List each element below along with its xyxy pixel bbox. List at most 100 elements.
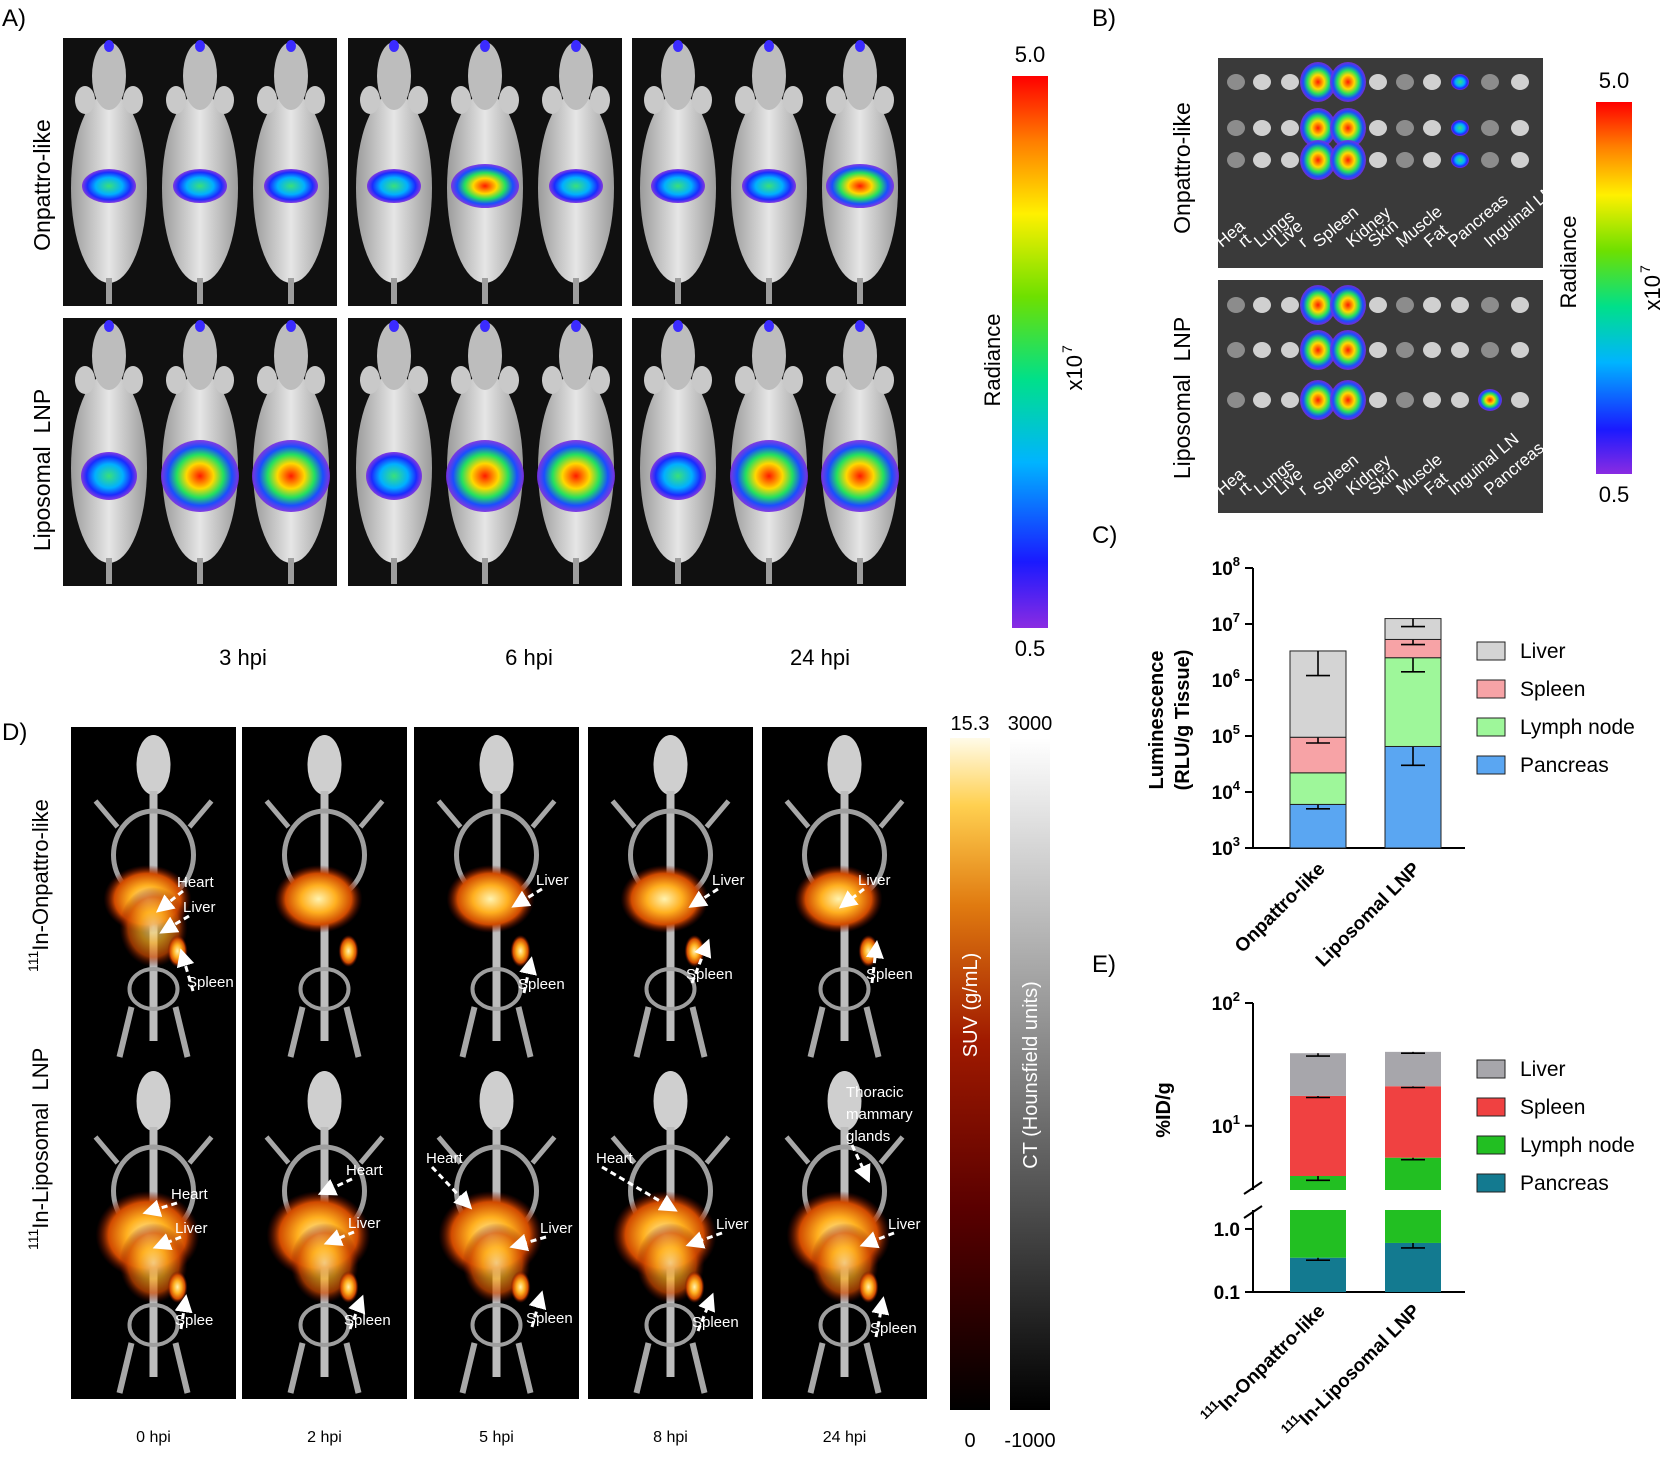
organ-annotation-label: Liver [348,1215,381,1232]
panel-d-image-tile: Heart Liver Spleen [71,727,236,1063]
mouse-tail [482,558,488,584]
tissue-sample [1300,62,1336,102]
panel-d-ct-colorbar [1010,738,1050,1410]
organ-annotation-arrow [688,887,719,908]
ct-hindlimb [172,1006,191,1058]
tissue-sample [1423,342,1441,358]
mouse-ear [451,366,471,394]
panel-b-colorbar-unit: x10 7 [1637,265,1665,310]
bar-segment [1385,1086,1441,1158]
mouse-tail [675,278,681,304]
signal-spot-nose [286,320,296,332]
ct-hindlimb [459,1342,478,1394]
tissue-sample [1451,297,1469,313]
tissue-sample [1481,342,1499,358]
signal-blob-liver [826,164,894,208]
tissue-sample [1511,342,1529,358]
mouse-tail [391,558,397,584]
mouse-ear [542,86,562,114]
ct-forelimb [436,799,463,829]
mouse-ear [542,366,562,394]
y-tick-label-exp: 3 [1233,834,1240,849]
y-tick-label-exp: 4 [1233,778,1241,793]
panel-a-time-label: 3 hpi [219,645,267,670]
ct-hindlimb [515,1006,534,1058]
mouse-silhouette [356,40,432,304]
mouse-tail [766,558,772,584]
mouse-ear [499,366,519,394]
ct-forelimb [93,1135,120,1165]
panel-d-suv-min: 0 [964,1430,975,1452]
organ-annotation-arrow [155,889,184,913]
y-tick-label-exp: 7 [1233,610,1240,625]
tissue-sample [1330,62,1366,102]
tissue-sample [1227,120,1245,136]
ct-hindlimb [287,1342,306,1394]
ct-skull [653,1071,688,1131]
ct-skull [136,735,171,795]
organ-annotation-arrow [685,1231,723,1249]
mouse-ear [408,86,428,114]
mouse-head [559,42,593,110]
signal-spot-nose [389,40,399,52]
signal-spot-nose [673,320,683,332]
tissue-sample [1396,297,1414,313]
organ-annotation-arrow [142,1199,178,1217]
organ-annotation-label: Liver [183,899,216,916]
panel-a-unit-exp: 7 [1059,345,1075,353]
mouse-head [661,42,695,110]
panel-d-images: HeartLiverSpleenLiverSpleenLiverSpleenLi… [71,727,927,1399]
panel-d-image-tile: Heart Liver Splee [71,1063,236,1399]
tissue-sample [1369,392,1387,408]
y-tick-label-base: 10 [1212,615,1233,636]
tissue-sample [1300,285,1336,325]
legend-swatch [1476,1173,1506,1193]
panel-b-colorbar-max: 5.0 [1599,68,1630,93]
organ-annotation-arrow [866,940,884,984]
panel-a-colorbar-min: 0.5 [1015,636,1046,661]
panel-d-image-tile: Liver Spleen [414,727,579,1063]
signal-spot-nose [480,320,490,332]
mouse-ear [783,86,803,114]
organ-annotation-arrow [176,948,195,992]
panel-d-ct-max: 3000 [1008,713,1053,735]
bar-segment [1385,1051,1441,1087]
y-tick-label: 101 [1212,1112,1240,1138]
organ-annotation-label: Heart [426,1150,464,1167]
organ-annotation-arrow [430,1165,473,1210]
legend-label: Spleen [1520,1096,1585,1119]
mouse-silhouette [446,320,524,584]
mouse-head [752,322,786,390]
ct-skull [827,1071,862,1131]
mouse-tail [391,278,397,304]
tissue-sample [1281,74,1299,90]
panel-b-colorbar [1596,102,1632,474]
organ-annotation-label: Spleen [187,974,234,991]
legend-label: Pancreas [1520,1172,1609,1195]
tissue-sample [1423,120,1441,136]
tissue-sample [1253,342,1271,358]
ct-hindlimb [633,1342,652,1394]
panel-a-image-tile [63,318,337,586]
mouse-ear [166,366,186,394]
panel-a-time-label: 24 hpi [790,645,850,670]
signal-spot-nose [389,320,399,332]
mouse-silhouette [538,40,614,304]
signal-spot-nose [571,40,581,52]
mouse-silhouette [640,40,716,304]
panel-e-axis-break-mark [1243,1205,1263,1219]
ct-forelimb [878,1135,905,1165]
legend-swatch [1476,1059,1506,1079]
tissue-sample [1451,152,1469,168]
organ-annotation-label: Heart [171,1186,209,1203]
tissue-sample [1227,342,1245,358]
y-tick-label-base: 10 [1212,671,1233,692]
panel-a-image-tile [632,38,906,306]
ct-hindlimb [343,1342,362,1394]
ct-hindlimb [689,1342,708,1394]
ct-forelimb [530,799,557,829]
ct-hindlimb [633,1006,652,1058]
panel-d-image-tile: Thoracic mammary glands Liver Spleen [762,1063,927,1399]
mouse-silhouette [356,320,432,584]
panel-letter-c: C) [1092,522,1117,549]
